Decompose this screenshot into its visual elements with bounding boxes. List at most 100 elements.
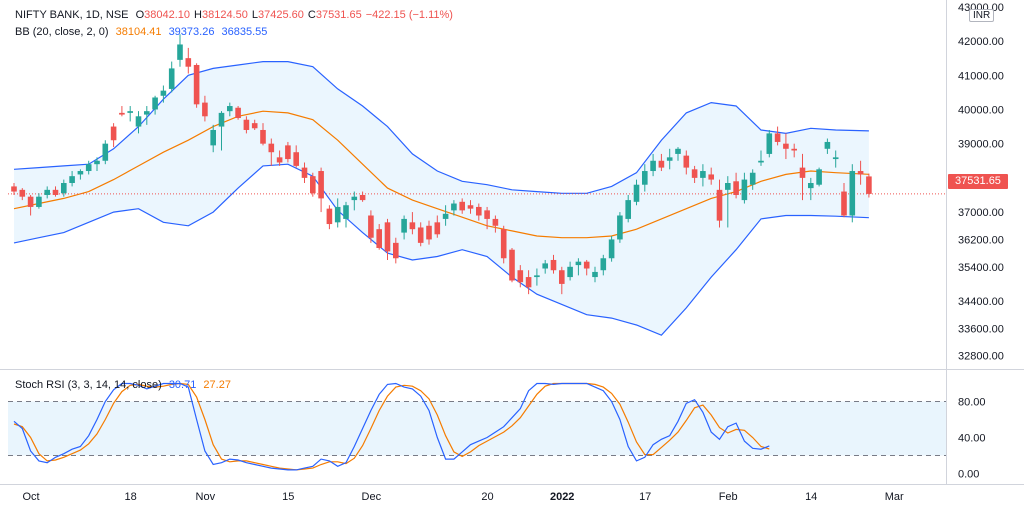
candle-body — [384, 222, 391, 252]
candle-body — [44, 189, 50, 195]
candle-body — [235, 107, 241, 119]
candle-body — [691, 169, 698, 178]
candle-body — [144, 111, 150, 115]
candle-body — [61, 183, 67, 194]
candle-body — [401, 218, 407, 233]
stoch-rsi-name: Stoch RSI (3, 3, 14, 14, close) — [15, 379, 162, 391]
price-tick-label: 36200.00 — [958, 234, 1004, 246]
candle-body — [152, 97, 158, 110]
candle-body — [550, 259, 557, 271]
ohlc-values: O38042.10 H38124.50 L37425.60 C37531.65 −422… — [136, 9, 457, 21]
high-label: H — [194, 9, 202, 21]
candle-body — [758, 160, 764, 163]
candle-body — [459, 201, 465, 211]
candle-body — [351, 196, 358, 201]
candle-body — [567, 266, 573, 278]
candle-body — [210, 129, 216, 146]
currency-badge[interactable]: INR — [969, 9, 995, 22]
close-value: 37531.65 — [315, 9, 362, 21]
time-tick-label: 17 — [639, 491, 651, 503]
candle-body — [310, 176, 316, 194]
candle-body — [442, 213, 449, 219]
bb-legend[interactable]: BB (20, close, 2, 0) 38104.41 39373.26 3… — [15, 26, 271, 38]
candle-body — [791, 148, 797, 151]
candle-body — [675, 148, 681, 154]
candle-body — [417, 227, 424, 243]
candle-body — [27, 196, 34, 207]
candle-body — [318, 171, 324, 199]
candle-body — [625, 200, 631, 219]
candle-body — [575, 261, 582, 266]
candle-body — [559, 270, 565, 284]
price-tick-label: 34400.00 — [958, 296, 1004, 308]
low-label: L — [251, 9, 258, 21]
candle-body — [426, 225, 432, 240]
stoch-k-line — [13, 382, 770, 471]
stoch-k-value: 30.71 — [168, 379, 197, 391]
candle-body — [600, 258, 607, 271]
stoch-d-value: 27.27 — [203, 379, 231, 391]
time-tick-label: Oct — [22, 491, 39, 503]
candle-body — [500, 229, 507, 259]
candle-body — [866, 176, 872, 194]
candle-body — [110, 126, 117, 141]
candle-body — [52, 189, 59, 195]
last-price-tag: 37531.65 — [948, 174, 1008, 189]
stoch-rsi-legend[interactable]: Stoch RSI (3, 3, 14, 14, close) 30.71 27… — [15, 379, 235, 391]
candle-body — [85, 164, 92, 172]
time-tick-label: Nov — [196, 491, 216, 503]
candle-body — [268, 143, 275, 153]
candle-body — [434, 222, 441, 235]
candle-body — [816, 169, 822, 185]
open-value: 38042.10 — [144, 9, 191, 21]
candle-body — [160, 90, 167, 96]
candle-body — [542, 263, 548, 269]
candle-body — [127, 111, 133, 113]
candle-body — [218, 112, 225, 127]
candle-body — [700, 171, 706, 178]
candle-body — [733, 181, 739, 195]
candle-body — [517, 270, 524, 283]
candle-body — [94, 160, 100, 165]
candle-body — [251, 123, 258, 129]
candle-body — [135, 116, 142, 127]
candle-body — [119, 112, 125, 115]
time-tick-label: 14 — [805, 491, 817, 503]
candle-body — [608, 239, 615, 259]
candle-body — [260, 129, 266, 144]
bb-lower-value: 36835.55 — [221, 26, 268, 38]
candle-body — [592, 271, 598, 278]
candle-body — [716, 189, 723, 221]
price-tick-label: 37000.00 — [958, 207, 1004, 219]
candle-body — [227, 106, 233, 112]
candle-body — [19, 189, 26, 197]
price-tick-label: 42000.00 — [958, 36, 1004, 48]
bb-name: BB (20, close, 2, 0) — [15, 26, 109, 38]
time-tick-label: Feb — [719, 491, 738, 503]
candle-body — [243, 119, 250, 130]
candle-body — [683, 155, 690, 168]
time-tick-label: 2022 — [550, 491, 574, 503]
candle-body — [467, 205, 474, 209]
candle-body — [774, 133, 781, 142]
candle-body — [749, 172, 756, 185]
candle-body — [766, 133, 773, 154]
price-tick-label: 41000.00 — [958, 70, 1004, 82]
time-tick-label: 18 — [124, 491, 136, 503]
candle-body — [451, 203, 457, 211]
bb-basis-value: 38104.41 — [115, 26, 162, 38]
symbol-legend: NIFTY BANK, 1D, NSE O38042.10 H38124.50 L3… — [15, 9, 461, 21]
candle-body — [650, 160, 656, 172]
candle-body — [168, 68, 175, 89]
stoch-tick-label: 80.00 — [958, 397, 986, 409]
candle-body — [185, 58, 192, 67]
candle-body — [857, 171, 864, 175]
candle-body — [492, 218, 499, 226]
candle-body — [36, 196, 42, 207]
candle-body — [658, 160, 665, 168]
low-value: 37425.60 — [257, 9, 304, 21]
candle-body — [583, 261, 590, 269]
symbol-label[interactable]: NIFTY BANK, 1D, NSE — [15, 9, 129, 21]
candle-body — [849, 171, 856, 216]
